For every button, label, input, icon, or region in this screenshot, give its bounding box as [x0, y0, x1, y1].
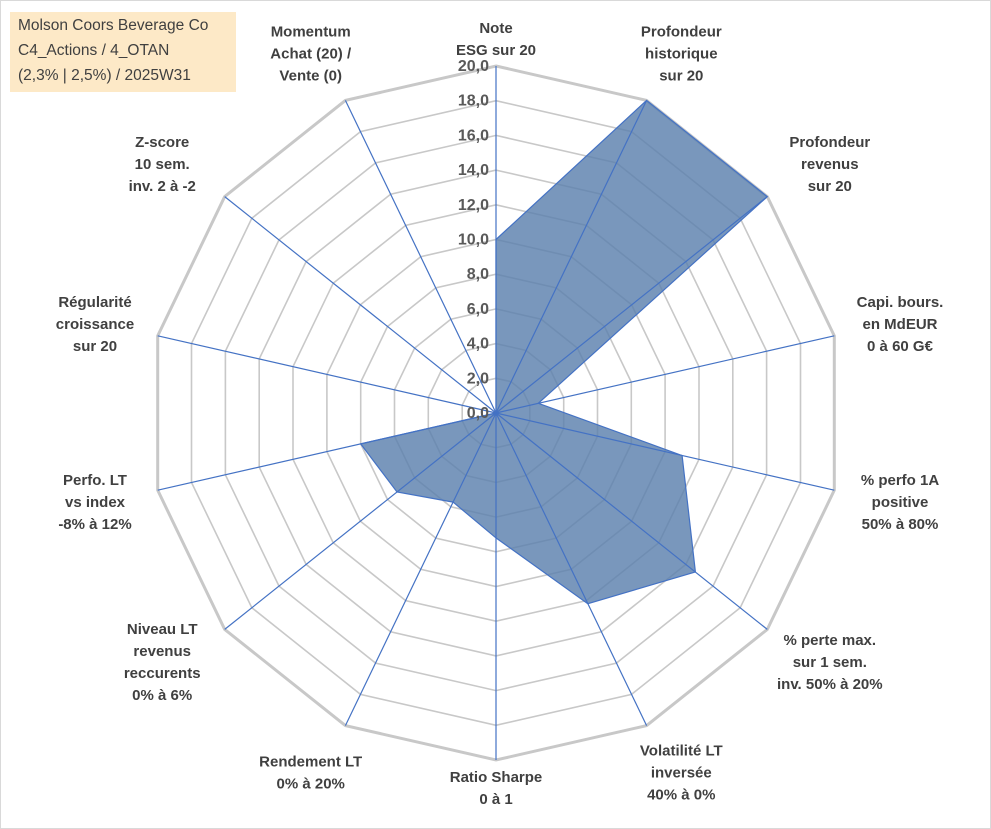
tick-label: 4,0	[467, 336, 489, 353]
axis-label-line: inv. 50% à 20%	[777, 676, 883, 693]
axis-spoke	[495, 196, 768, 414]
axis-label-line: Achat (20) /	[270, 46, 352, 63]
axis-label-line: 0 à 1	[479, 791, 512, 808]
radar-spokes	[157, 66, 835, 760]
axis-label-line: croissance	[56, 316, 134, 333]
axis-label-line: inversée	[651, 765, 712, 782]
axis-label-line: 0% à 20%	[277, 776, 345, 793]
axis-label: Perfo. LT vs index -8% à 12%	[58, 472, 131, 533]
axis-spoke	[495, 412, 835, 491]
axis-label-line: -8% à 12%	[58, 516, 131, 533]
axis-spoke	[495, 100, 648, 414]
axis-label-line: en MdEUR	[863, 316, 938, 333]
tick-label: 20,0	[458, 58, 489, 75]
axis-label-line: 0 à 60 G€	[867, 338, 934, 355]
axis-spoke	[224, 412, 497, 630]
axis-label: Profondeur historique sur 20	[641, 24, 722, 85]
axis-label-line: % perte max.	[784, 632, 877, 649]
axis-label-line: Z-score	[135, 134, 189, 151]
axis-spoke	[495, 335, 835, 414]
axis-spoke	[157, 412, 497, 491]
axis-label: Capi. bours. en MdEUR 0 à 60 G€	[857, 294, 944, 355]
axis-label: Rendement LT 0% à 20%	[259, 754, 362, 793]
axis-label-line: Niveau LT	[127, 621, 198, 638]
radar-series	[359, 99, 769, 605]
axis-label-line: sur 1 sem.	[793, 654, 867, 671]
axis-label-line: revenus	[801, 156, 859, 173]
axis-label-line: Régularité	[58, 294, 131, 311]
axis-label-line: 50% à 80%	[862, 516, 939, 533]
radar-axis-labels: Note ESG sur 20 Profondeur historique sur 20…	[56, 20, 944, 808]
axis-label-line: Momentum	[271, 24, 351, 41]
tick-label: 0,0	[467, 405, 489, 422]
axis-label-line: 10 sem.	[135, 156, 190, 173]
axis-spoke	[157, 335, 497, 414]
axis-spoke	[344, 412, 497, 726]
axis-label-line: revenus	[133, 643, 191, 660]
axis-label-line: sur 20	[808, 178, 852, 195]
axis-label-line: 0% à 6%	[132, 687, 192, 704]
axis-label: % perfo 1A positive 50% à 80%	[861, 472, 940, 533]
axis-label-line: Rendement LT	[259, 754, 362, 771]
axis-label-line: 40% à 0%	[647, 787, 715, 804]
radar-tick-labels: 0,0 2,0 4,0 6,0 8,0 10,0 12,0 14,0 16,0 18,0 20,0	[458, 58, 489, 422]
axis-label-line: Note	[479, 20, 512, 37]
tick-label: 2,0	[467, 370, 489, 387]
axis-label-line: vs index	[65, 494, 126, 511]
axis-label-line: inv. 2 à -2	[129, 178, 196, 195]
tick-label: 14,0	[458, 162, 489, 179]
tick-label: 10,0	[458, 232, 489, 249]
chart-title-line-3: (2,3% | 2,5%) / 2025W31	[18, 67, 191, 84]
axis-label-line: reccurents	[124, 665, 201, 682]
axis-label-line: positive	[872, 494, 929, 511]
axis-label-line: sur 20	[73, 338, 117, 355]
axis-label-line: Profondeur	[641, 24, 722, 41]
axis-spoke	[495, 412, 768, 630]
axis-label-line: Vente (0)	[279, 68, 342, 85]
chart-title-box: Molson Coors Beverage Co C4_Actions / 4_…	[10, 12, 236, 92]
axis-label: % perte max. sur 1 sem. inv. 50% à 20%	[777, 632, 883, 693]
axis-label: Ratio Sharpe 0 à 1	[450, 769, 543, 808]
axis-label: Note ESG sur 20	[456, 20, 536, 59]
axis-spoke	[344, 100, 497, 414]
tick-label: 8,0	[467, 266, 489, 283]
axis-label-line: Profondeur	[789, 134, 870, 151]
tick-label: 16,0	[458, 127, 489, 144]
axis-spoke	[495, 412, 648, 726]
axis-label-line: Capi. bours.	[857, 294, 944, 311]
axis-label-line: Perfo. LT	[63, 472, 127, 489]
axis-label-line: Ratio Sharpe	[450, 769, 543, 786]
axis-label: Volatilité LT inversée 40% à 0%	[640, 743, 723, 804]
chart-title-line-1: Molson Coors Beverage Co	[18, 17, 209, 34]
axis-label-line: % perfo 1A	[861, 472, 940, 489]
tick-label: 12,0	[458, 197, 489, 214]
tick-label: 18,0	[458, 93, 489, 110]
axis-label: Profondeur revenus sur 20	[789, 134, 870, 195]
chart-title-line-2: C4_Actions / 4_OTAN	[18, 42, 170, 59]
axis-label-line: ESG sur 20	[456, 42, 536, 59]
axis-label-line: sur 20	[659, 68, 703, 85]
axis-label-line: Volatilité LT	[640, 743, 723, 760]
axis-label: Z-score 10 sem. inv. 2 à -2	[129, 134, 196, 195]
axis-label: Niveau LT revenus reccurents 0% à 6%	[124, 621, 201, 704]
axis-spoke	[224, 196, 497, 414]
series-area	[359, 99, 769, 605]
tick-label: 6,0	[467, 301, 489, 318]
axis-label: Momentum Achat (20) / Vente (0)	[270, 24, 352, 85]
axis-label: Régularité croissance sur 20	[56, 294, 134, 355]
axis-label-line: historique	[645, 46, 718, 63]
